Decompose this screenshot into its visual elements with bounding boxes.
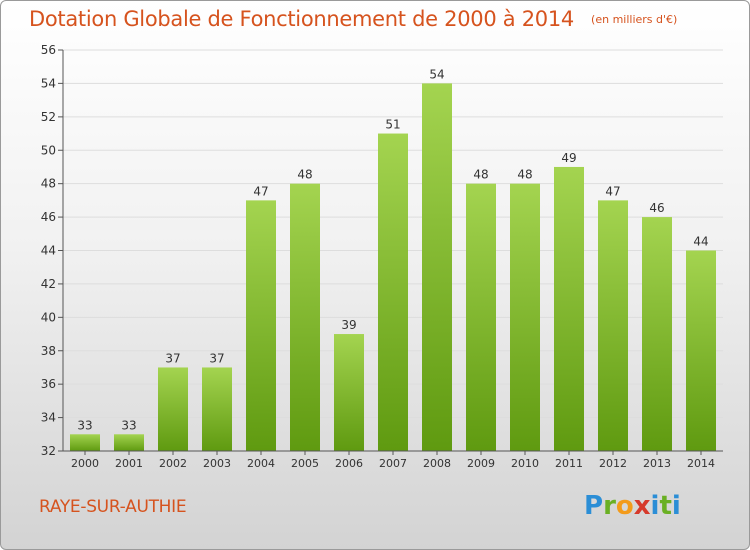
chart-title: Dotation Globale de Fonctionnement de 20… (29, 7, 574, 31)
y-tick-label: 40 (41, 310, 56, 324)
bar (466, 183, 496, 451)
y-tick-label: 36 (41, 377, 56, 391)
bar (642, 217, 672, 451)
bar-value-label: 39 (341, 318, 356, 332)
y-tick-label: 38 (41, 344, 56, 358)
bar-value-label: 54 (429, 67, 444, 81)
x-tick-label: 2010 (511, 457, 539, 470)
bar (70, 434, 100, 451)
x-tick-label: 2011 (555, 457, 583, 470)
commune-name: RAYE-SUR-AUTHIE (39, 497, 187, 517)
x-tick-label: 2001 (115, 457, 143, 470)
bar-value-label: 46 (649, 201, 664, 215)
bar (378, 133, 408, 451)
bar-value-label: 49 (561, 151, 576, 165)
x-tick-label: 2014 (687, 457, 715, 470)
bar-value-label: 33 (121, 418, 136, 432)
bar (334, 334, 364, 451)
bar-value-label: 33 (77, 418, 92, 432)
bar (290, 183, 320, 451)
bar-value-label: 44 (693, 235, 708, 249)
bar (246, 200, 276, 451)
y-tick-label: 50 (41, 143, 56, 157)
title-row: Dotation Globale de Fonctionnement de 20… (29, 7, 677, 31)
bar-value-label: 47 (253, 184, 268, 198)
x-tick-label: 2008 (423, 457, 451, 470)
x-tick-label: 2013 (643, 457, 671, 470)
x-tick-label: 2005 (291, 457, 319, 470)
bar-value-label: 48 (473, 168, 488, 182)
unit-note: (en milliers d'€) (591, 13, 678, 26)
y-tick-label: 48 (41, 177, 56, 191)
y-tick-label: 54 (41, 76, 56, 90)
bar-value-label: 48 (517, 168, 532, 182)
bar (114, 434, 144, 451)
x-tick-label: 2002 (159, 457, 187, 470)
bar (554, 166, 584, 452)
x-tick-label: 2006 (335, 457, 363, 470)
y-tick-label: 42 (41, 277, 56, 291)
bar-value-label: 37 (209, 351, 224, 365)
y-tick-label: 44 (41, 244, 56, 258)
x-tick-label: 2003 (203, 457, 231, 470)
bar (510, 183, 540, 451)
y-tick-label: 32 (41, 444, 56, 458)
bar (686, 250, 716, 451)
bar (598, 200, 628, 451)
x-tick-label: 2004 (247, 457, 275, 470)
x-tick-label: 2012 (599, 457, 627, 470)
y-tick-label: 52 (41, 110, 56, 124)
bar-value-label: 51 (385, 118, 400, 132)
proxiti-logo: Proxiti (584, 491, 681, 521)
y-tick-label: 34 (41, 411, 56, 425)
x-tick-label: 2007 (379, 457, 407, 470)
bar-value-label: 47 (605, 184, 620, 198)
y-tick-label: 56 (41, 43, 56, 57)
x-tick-label: 2000 (71, 457, 99, 470)
bar-value-label: 48 (297, 168, 312, 182)
bar (158, 367, 188, 451)
bar (422, 83, 452, 452)
bar (202, 367, 232, 451)
bar-value-label: 37 (165, 351, 180, 365)
x-tick-label: 2009 (467, 457, 495, 470)
y-tick-label: 46 (41, 210, 56, 224)
